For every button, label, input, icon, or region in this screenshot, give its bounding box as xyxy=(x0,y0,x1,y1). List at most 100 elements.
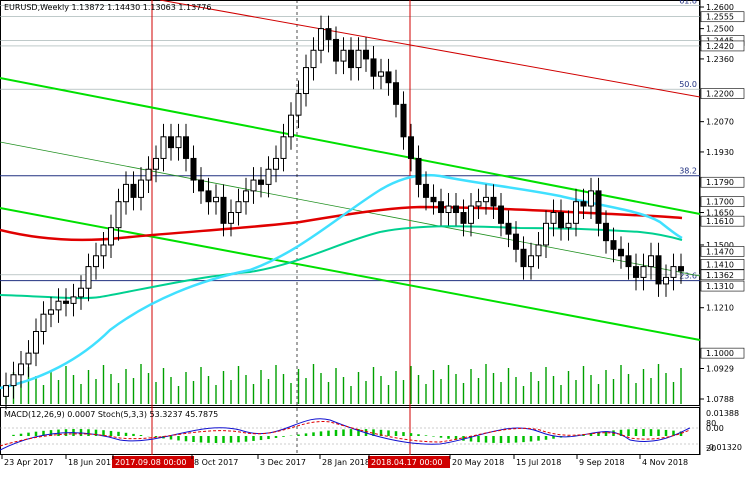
candle-body xyxy=(123,183,129,203)
candle-body xyxy=(385,71,392,84)
candle-body xyxy=(160,136,167,159)
time-tick-label: 15 Jul 2018 xyxy=(516,458,561,467)
candle-body xyxy=(108,227,114,246)
candle-body xyxy=(370,58,377,77)
candle-body xyxy=(415,157,422,185)
fib-label: 61.8 xyxy=(679,0,697,5)
osc-axis-label: 0.01388 xyxy=(706,409,739,418)
candle-body xyxy=(663,276,669,285)
candle-body xyxy=(423,183,429,198)
price-marker-box xyxy=(700,246,745,257)
candle-body xyxy=(565,222,572,229)
candle-body xyxy=(153,157,159,170)
time-tick-label: 20 May 2018 xyxy=(452,458,504,467)
time-tick-label: 18 Jun 2017 xyxy=(68,458,116,467)
price-marker-box xyxy=(700,259,745,270)
price-tick-label: 1.0929 xyxy=(706,364,734,373)
time-marker-box xyxy=(368,456,450,468)
price-marker-label: 1.2555 xyxy=(706,13,734,22)
candle-body xyxy=(3,385,9,397)
candle-body xyxy=(10,374,17,387)
candle-body xyxy=(138,179,144,198)
candle-body xyxy=(528,255,534,268)
ema-144-line xyxy=(0,225,683,300)
candle-body xyxy=(295,93,302,116)
candle-body xyxy=(445,205,452,214)
price-axis: 1.2600 1.2500 1.2360 1.2070 1.1930 1.1650 1.15… xyxy=(700,3,745,453)
candle-body xyxy=(498,205,504,224)
fib-label: 23.6 xyxy=(679,272,697,281)
candle-body xyxy=(258,179,264,185)
guide-lines: 61.8 50.0 38.2 23.6 xyxy=(0,0,700,455)
price-marker-label: 1.1362 xyxy=(706,271,734,280)
candle-body xyxy=(85,266,92,289)
price-marker-box xyxy=(700,40,745,52)
candle-body xyxy=(93,255,99,268)
candle-body xyxy=(33,331,39,354)
price-tick-label: 1.1500 xyxy=(706,241,734,250)
candle-body xyxy=(460,212,467,224)
ema-50-line xyxy=(0,173,683,390)
price-tick-label: 1.1650 xyxy=(706,209,734,218)
time-marker-box xyxy=(112,456,194,468)
osc-axis-label: 20 xyxy=(706,444,716,453)
candle-body xyxy=(78,287,84,298)
time-tick-label: 4 Nov 2018 xyxy=(642,458,688,467)
candle-body xyxy=(408,136,414,159)
candle-body xyxy=(70,296,77,304)
ema-200-line xyxy=(0,205,683,242)
candle-body xyxy=(40,313,47,333)
candle-body xyxy=(48,309,54,315)
candle-body xyxy=(130,183,137,198)
resistance-line xyxy=(159,0,701,98)
volume-bars xyxy=(5,364,682,404)
candle-body xyxy=(183,136,189,159)
time-tick-label: 9 Sep 2018 xyxy=(579,458,625,467)
candle-body xyxy=(175,136,182,149)
candle-body xyxy=(618,248,624,257)
candle-body xyxy=(333,38,339,62)
price-tick-label: 1.2360 xyxy=(706,55,734,64)
candle-body xyxy=(250,179,257,192)
candle-body xyxy=(220,196,227,224)
candle-body xyxy=(393,82,399,105)
candle-body xyxy=(18,363,24,376)
candle-body xyxy=(453,205,459,214)
candle-body xyxy=(340,49,347,62)
price-marker-box xyxy=(700,215,745,227)
candle-body xyxy=(678,266,684,272)
candle-body xyxy=(475,201,482,207)
candle-body xyxy=(558,212,564,229)
price-marker-label: 1.1610 xyxy=(706,217,734,226)
price-marker-label: 1.1410 xyxy=(706,260,734,269)
candle-body xyxy=(490,196,497,207)
price-tick-label: 1.0788 xyxy=(706,395,734,404)
time-tick-label: 3 Dec 2017 xyxy=(260,458,306,467)
candle-body xyxy=(63,300,69,304)
candle-body xyxy=(670,266,677,278)
price-marker-label: 1.1790 xyxy=(706,178,734,187)
candle-body xyxy=(100,244,107,257)
candle-body xyxy=(468,205,474,224)
oscillator-plot xyxy=(0,418,700,451)
price-marker-label: 1.1700 xyxy=(706,198,734,207)
candle-body xyxy=(505,222,512,235)
price-tick-label: 1.2600 xyxy=(706,3,734,12)
candle-body xyxy=(655,255,662,285)
candle-body xyxy=(310,49,317,69)
price-marker-label: 1.2420 xyxy=(706,42,734,51)
price-marker-box xyxy=(700,347,745,359)
time-tick-label: 2017.09.08 00:00 xyxy=(115,458,186,467)
candle-body xyxy=(303,67,309,95)
candle-body xyxy=(483,196,489,203)
candlesticks xyxy=(3,15,684,410)
price-marker-label: 1.1470 xyxy=(706,247,734,256)
osc-axis-label: -0.01320 xyxy=(706,443,742,452)
candle-body xyxy=(243,190,249,203)
candle-body xyxy=(633,266,639,278)
candle-body xyxy=(400,103,407,138)
candle-body xyxy=(378,71,384,77)
candle-body xyxy=(55,300,62,311)
